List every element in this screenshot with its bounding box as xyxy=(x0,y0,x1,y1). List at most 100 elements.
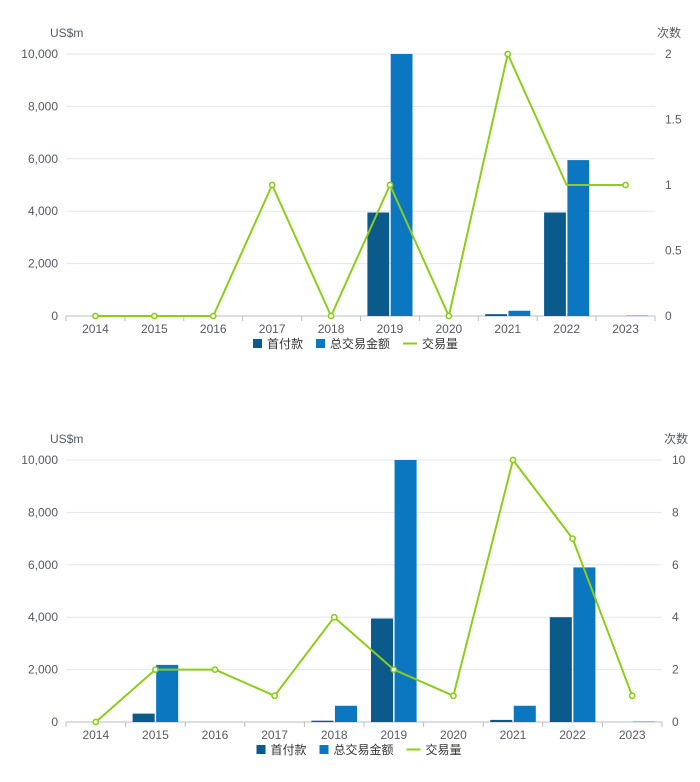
line-point xyxy=(569,535,576,542)
right-axis-tick-label: 1.5 xyxy=(665,113,682,127)
x-axis-tick-label: 2019 xyxy=(380,728,407,742)
left-axis-tick-label: 10,000 xyxy=(21,453,58,467)
line-point xyxy=(445,312,453,320)
legend-down-payment: 首付款 xyxy=(256,743,307,757)
line-point xyxy=(268,181,276,189)
left-axis-tick-label: 0 xyxy=(51,309,58,323)
legend-label: 交易量 xyxy=(422,336,458,351)
bar-total-value xyxy=(394,460,417,722)
legend-label: 交易量 xyxy=(426,742,462,757)
bar-total-value xyxy=(508,310,531,316)
x-axis-tick-label: 2020 xyxy=(435,322,462,336)
x-axis-tick-label: 2021 xyxy=(500,728,527,742)
legend-down-payment: 首付款 xyxy=(253,337,303,351)
line-point xyxy=(449,692,457,700)
right-axis-tick-label: 0 xyxy=(665,309,672,323)
left-axis-tick-label: 10,000 xyxy=(21,47,58,61)
legend-label: 总交易金额 xyxy=(330,336,390,351)
line-point xyxy=(386,181,394,189)
legend-label: 首付款 xyxy=(271,743,307,757)
x-axis-tick-label: 2018 xyxy=(318,322,345,336)
line-point xyxy=(628,692,636,700)
bar-down-payment xyxy=(370,618,394,722)
legend-swatch xyxy=(316,339,325,348)
line-point xyxy=(92,312,99,320)
bar-down-payment xyxy=(544,212,566,316)
bar-down-payment xyxy=(490,719,513,722)
bar-total-value xyxy=(573,567,596,722)
line-deal-count xyxy=(95,459,634,723)
left-axis-tick-label: 8,000 xyxy=(28,505,58,519)
x-axis-tick-label: 2021 xyxy=(494,322,521,336)
right-axis-tick-label: 2 xyxy=(672,663,679,677)
right-axis-tick-label: 2 xyxy=(665,47,672,61)
x-axis-tick-label: 2022 xyxy=(553,322,580,336)
chart-top: 0 2,000 4,000 6,000 8,000 10,000 0 0.5 1 1.5 2 US$m… xyxy=(21,25,682,351)
x-axis-tick-label: 2022 xyxy=(559,728,586,742)
legend-total-value: 总交易金额 xyxy=(316,336,390,351)
line-point xyxy=(330,613,338,621)
x-axis-tick-label: 2015 xyxy=(142,728,169,742)
line-point xyxy=(509,456,517,464)
left-axis-tick-label: 2,000 xyxy=(28,257,58,271)
x-axis-tick-label: 2023 xyxy=(612,322,639,336)
x-axis-tick-label: 2016 xyxy=(200,322,227,336)
right-axis-unit: 次数 xyxy=(664,431,688,446)
bar-down-payment xyxy=(485,314,507,316)
legend-swatch xyxy=(319,745,329,754)
x-axis-tick-label: 2017 xyxy=(259,322,286,336)
right-axis-tick-label: 10 xyxy=(672,453,686,467)
right-axis-tick-label: 1 xyxy=(665,178,672,192)
legend-swatch xyxy=(253,339,262,348)
bar-total-value xyxy=(390,54,413,316)
left-axis-tick-label: 2,000 xyxy=(28,663,58,677)
line-point xyxy=(150,312,158,320)
bar-total-value xyxy=(513,705,536,722)
legend-deal-count: 交易量 xyxy=(403,336,458,351)
line-point xyxy=(209,312,217,320)
line-deal-count xyxy=(95,53,626,317)
x-axis-tick-label: 2020 xyxy=(440,728,467,742)
legend-swatch xyxy=(256,745,266,754)
line-point xyxy=(390,666,398,673)
right-axis-tick-label: 0.5 xyxy=(665,244,682,258)
right-axis-unit: 次数 xyxy=(657,25,681,40)
left-axis-unit: US$m xyxy=(50,26,83,40)
x-axis-tick-label: 2016 xyxy=(202,728,229,742)
legend-total-value: 总交易金额 xyxy=(319,742,394,757)
line-point xyxy=(211,666,219,673)
bar-total-value xyxy=(334,705,358,722)
left-axis-tick-label: 6,000 xyxy=(28,152,58,166)
left-axis-tick-label: 4,000 xyxy=(28,204,58,218)
bar-down-payment xyxy=(367,212,390,316)
bar-down-payment xyxy=(311,720,334,722)
line-point xyxy=(327,312,335,320)
x-axis-tick-label: 2015 xyxy=(141,322,168,336)
line-point xyxy=(271,692,278,700)
bar-total-value xyxy=(156,664,179,722)
left-axis-tick-label: 4,000 xyxy=(28,610,58,624)
x-axis-tick-label: 2023 xyxy=(619,728,646,742)
legend-label: 首付款 xyxy=(267,337,303,351)
left-axis-unit: US$m xyxy=(50,432,83,446)
legend-label: 总交易金额 xyxy=(334,742,394,757)
right-axis-tick-label: 4 xyxy=(672,610,679,624)
line-point xyxy=(151,666,159,673)
right-axis-tick-label: 0 xyxy=(672,715,679,729)
x-axis-tick-label: 2014 xyxy=(82,322,109,336)
bar-down-payment xyxy=(549,617,572,722)
bar-down-payment xyxy=(132,713,155,722)
legend-deal-count: 交易量 xyxy=(406,742,462,757)
x-axis-tick-label: 2018 xyxy=(321,728,348,742)
line-point xyxy=(622,181,629,189)
left-axis-tick-label: 8,000 xyxy=(28,99,58,113)
line-point xyxy=(504,50,512,58)
right-axis-tick-label: 8 xyxy=(672,505,679,519)
left-axis-tick-label: 0 xyxy=(51,715,58,729)
x-axis-tick-label: 2019 xyxy=(377,322,404,336)
chart-bottom: 0 2,000 4,000 6,000 8,000 10,000 0 2 4 6 8 10 US$m 次数… xyxy=(21,431,688,757)
right-axis-tick-label: 6 xyxy=(672,558,679,572)
line-point xyxy=(92,718,100,726)
x-axis-tick-label: 2014 xyxy=(82,728,109,742)
